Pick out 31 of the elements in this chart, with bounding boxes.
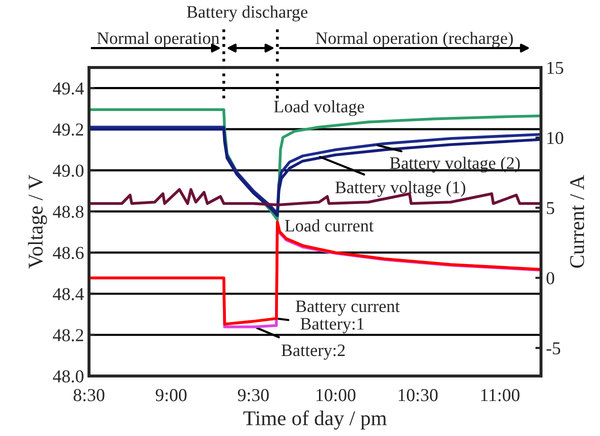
- annotation: Load voltage: [274, 100, 364, 116]
- x-tick-label: 8:30: [74, 389, 104, 402]
- annotation: Battery:1: [300, 318, 364, 334]
- y2-tick-label: -5: [546, 342, 560, 354]
- y2-axis-title: Current / A: [570, 175, 584, 268]
- y2-tick-label: 0: [546, 272, 554, 284]
- y-tick-label: 49.0: [52, 164, 84, 177]
- text: Normal operation (recharge): [316, 32, 513, 48]
- y-tick-label: 48.2: [52, 329, 84, 342]
- y2-tick-label: 10: [547, 132, 564, 144]
- y-tick-label: 48.6: [52, 246, 84, 260]
- y-axis-title: Voltage / V: [28, 174, 47, 269]
- x-tick-label: 10:00: [316, 389, 356, 402]
- y-tick-label: 48.0: [52, 370, 84, 383]
- annotation: Battery current: [296, 300, 400, 316]
- y-tick-label: 49.4: [52, 82, 84, 95]
- y-tick-label: 48.4: [52, 288, 84, 300]
- y2-tick-label: 15: [547, 62, 564, 74]
- x-tick-label: 9:00: [156, 389, 187, 402]
- annotation: Battery voltage (1): [335, 181, 466, 197]
- text: Battery discharge: [186, 6, 308, 22]
- x-axis-title: Time of day / pm: [243, 410, 387, 430]
- y-tick-label: 48.8: [52, 206, 84, 218]
- x-tick-label: 9:30: [238, 389, 269, 402]
- x-tick-label: 11:00: [481, 389, 520, 402]
- annotation: Battery:2: [282, 344, 345, 360]
- x-tick-label: 10:30: [398, 389, 438, 402]
- text: Normal operation: [97, 32, 220, 48]
- y-tick-label: 49.2: [52, 124, 84, 136]
- y2-tick-label: 5: [546, 202, 554, 214]
- annotation: Load current: [285, 219, 374, 232]
